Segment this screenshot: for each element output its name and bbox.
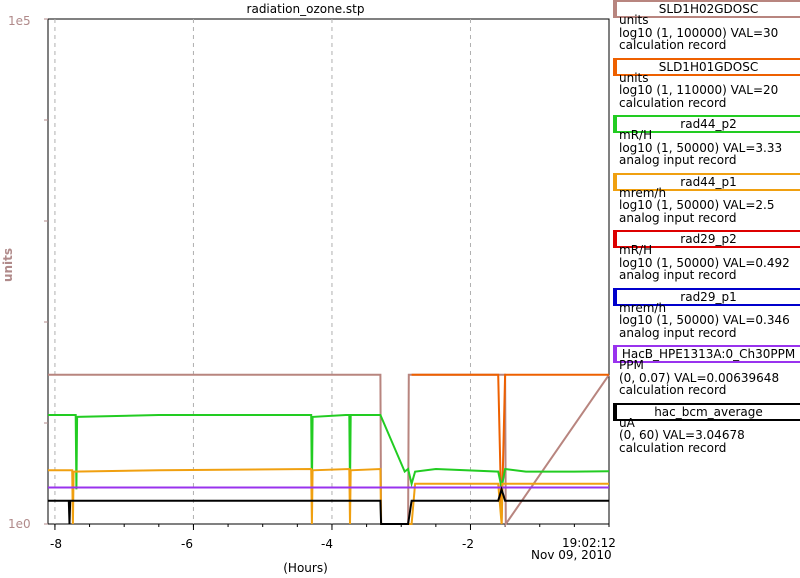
legend-range: log10 (1, 50000) VAL=3.33 (619, 140, 783, 155)
legend-item: rad29_p2 mR/H log10 (1, 50000) VAL=0.492 an… (611, 230, 800, 288)
x-tick-label: -6 (181, 537, 193, 551)
legend-range: (0, 60) VAL=3.04678 (619, 428, 745, 442)
legend-series-name: rad44_p2 (613, 115, 800, 133)
series-line-rad44-p1 (48, 467, 609, 525)
legend: SLD1H02GDOSC units log10 (1, 100000) VAL=3… (611, 0, 800, 454)
legend-item: SLD1H02GDOSC units log10 (1, 100000) VAL=3… (611, 0, 800, 58)
legend-record-type: calculation record (619, 38, 727, 52)
legend-item: hac_bcm_average uA (0, 60) VAL=3.04678 calc… (611, 402, 800, 461)
plot-frame (47, 18, 610, 525)
legend-record-type: analog input record (619, 325, 737, 340)
x-axis-label: (Hours) (283, 561, 328, 575)
x-tick-label: -4 (321, 537, 333, 551)
legend-record-type: analog input record (619, 268, 737, 282)
y-axis-label: units (1, 247, 15, 283)
legend-record-type: calculation record (619, 95, 727, 110)
x-end-time: 19:02:12 (562, 536, 616, 550)
legend-series-name: rad29_p2 (613, 230, 800, 248)
legend-units: units (619, 13, 649, 27)
plot-area (44, 18, 610, 530)
chart-title: radiation_ozone.stp (246, 2, 365, 16)
legend-record-type: analog input record (619, 153, 737, 167)
series-line-hac-bcm-average (48, 485, 609, 525)
legend-range: log10 (1, 50000) VAL=0.346 (619, 313, 790, 327)
legend-range: log10 (1, 50000) VAL=2.5 (619, 198, 775, 212)
y-tick-label-bottom: 1e0 (8, 517, 31, 531)
legend-item: SLD1H01GDOSC units log10 (1, 110000) VAL=2… (611, 57, 800, 116)
x-end-date: Nov 09, 2010 (531, 548, 612, 562)
legend-item: rad44_p1 mrem/h log10 (1, 50000) VAL=2.5 an… (611, 172, 800, 231)
legend-units: mrem/h (619, 185, 667, 200)
legend-item: rad29_p1 mrem/h log10 (1, 50000) VAL=0.346… (611, 287, 800, 346)
series-line-sld1h01gdosc (411, 373, 609, 525)
legend-units: mrem/h (619, 300, 667, 315)
legend-range: (0, 0.07) VAL=0.00639648 (619, 370, 780, 385)
x-tick-label: -2 (462, 537, 474, 551)
legend-range: log10 (1, 110000) VAL=20 (619, 83, 779, 97)
legend-series-name: HacB_HPE1313A:0_Ch30PPM (613, 345, 800, 363)
legend-range: log10 (1, 100000) VAL=30 (619, 25, 779, 40)
legend-record-type: calculation record (619, 440, 727, 455)
legend-units: mR/H (619, 243, 653, 257)
legend-series-name: rad44_p1 (613, 172, 800, 191)
y-tick-label-top: 1e5 (8, 14, 31, 28)
legend-series-name: rad29_p1 (613, 287, 800, 306)
legend-record-type: analog input record (619, 210, 737, 225)
legend-record-type: calculation record (619, 383, 727, 397)
legend-series-name: SLD1H01GDOSC (613, 57, 800, 76)
legend-units: mR/H (619, 128, 653, 142)
legend-units: uA (619, 415, 635, 430)
legend-units: units (619, 70, 649, 85)
x-tick-label: -8 (50, 537, 62, 551)
legend-series-name: hac_bcm_average (613, 402, 800, 421)
legend-item: HacB_HPE1313A:0_Ch30PPM PPM (0, 0.07) VAL=… (611, 345, 800, 403)
legend-units: PPM (619, 358, 644, 372)
legend-item: rad44_p2 mR/H log10 (1, 50000) VAL=3.33 ana… (611, 115, 800, 173)
legend-series-name: SLD1H02GDOSC (613, 0, 800, 18)
legend-range: log10 (1, 50000) VAL=0.492 (619, 255, 790, 270)
